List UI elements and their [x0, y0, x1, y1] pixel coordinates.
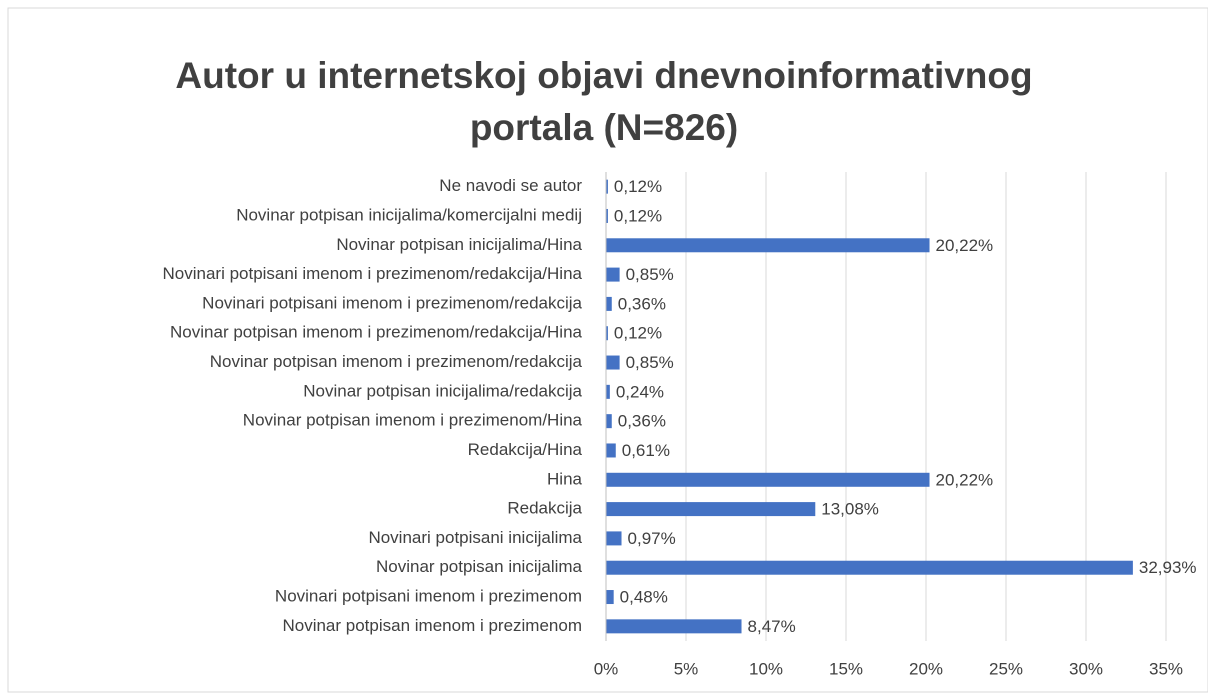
y-tick-label: Novinar potpisan imenom i prezimenom/Hin… — [243, 411, 583, 430]
data-label: 0,36% — [618, 412, 666, 431]
data-label: 0,36% — [618, 294, 666, 313]
bar — [606, 355, 620, 370]
bar — [606, 296, 612, 311]
data-label: 0,97% — [628, 529, 676, 548]
y-tick-label: Novinar potpisan imenom i prezimenom — [282, 616, 582, 635]
bar — [606, 590, 614, 605]
data-label: 0,12% — [614, 206, 662, 225]
data-label: 20,22% — [936, 470, 994, 489]
x-tick-label: 35% — [1149, 659, 1183, 678]
bar — [606, 384, 610, 399]
y-tick-label: Novinari potpisani imenom i prezimenom/r… — [202, 293, 582, 312]
chart-border — [7, 7, 1208, 693]
y-tick-label: Ne navodi se autor — [439, 176, 582, 195]
x-tick-label: 20% — [909, 659, 943, 678]
x-tick-label: 10% — [749, 659, 783, 678]
x-tick-label: 25% — [989, 659, 1023, 678]
data-label: 0,85% — [626, 353, 674, 372]
y-tick-label: Novinar potpisan inicijalima — [376, 557, 583, 576]
chart-title: portala (N=826) — [470, 107, 738, 148]
data-label: 0,48% — [620, 588, 668, 607]
y-tick-label: Novinari potpisani imenom i prezimenom — [275, 587, 582, 606]
y-tick-label: Novinari potpisani inicijalima — [368, 528, 582, 547]
data-label: 0,61% — [622, 441, 670, 460]
chart-title: Autor u internetskoj objavi dnevnoinform… — [175, 55, 1032, 96]
bar — [606, 179, 608, 194]
y-tick-label: Novinar potpisan inicijalima/Hina — [336, 235, 582, 254]
x-tick-label: 0% — [594, 659, 619, 678]
y-tick-label: Novinar potpisan imenom i prezimenom/red… — [170, 323, 583, 342]
bar — [606, 502, 816, 517]
bar — [606, 208, 608, 223]
data-label: 0,12% — [614, 324, 662, 343]
x-tick-label: 30% — [1069, 659, 1103, 678]
y-tick-label: Redakcija/Hina — [468, 440, 583, 459]
bar — [606, 267, 620, 282]
data-label: 32,93% — [1139, 558, 1197, 577]
bar — [606, 531, 622, 546]
data-label: 0,24% — [616, 382, 664, 401]
bar — [606, 414, 612, 429]
y-tick-label: Redakcija — [507, 499, 582, 518]
bar — [606, 619, 742, 634]
bar — [606, 560, 1133, 575]
bar — [606, 443, 616, 458]
y-tick-label: Novinar potpisan imenom i prezimenom/red… — [210, 352, 583, 371]
x-tick-label: 15% — [829, 659, 863, 678]
data-label: 0,12% — [614, 177, 662, 196]
data-label: 13,08% — [821, 500, 879, 519]
data-label: 20,22% — [936, 236, 994, 255]
y-tick-label: Novinar potpisan inicijalima/komercijaln… — [236, 205, 582, 224]
bar — [606, 326, 608, 341]
y-tick-label: Hina — [547, 469, 583, 488]
data-label: 8,47% — [748, 617, 796, 636]
bar — [606, 472, 930, 487]
y-tick-label: Novinari potpisani imenom i prezimenom/r… — [162, 264, 582, 283]
data-label: 0,85% — [626, 265, 674, 284]
bar — [606, 238, 930, 253]
y-tick-label: Novinar potpisan inicijalima/redakcija — [303, 381, 582, 400]
x-tick-label: 5% — [674, 659, 699, 678]
